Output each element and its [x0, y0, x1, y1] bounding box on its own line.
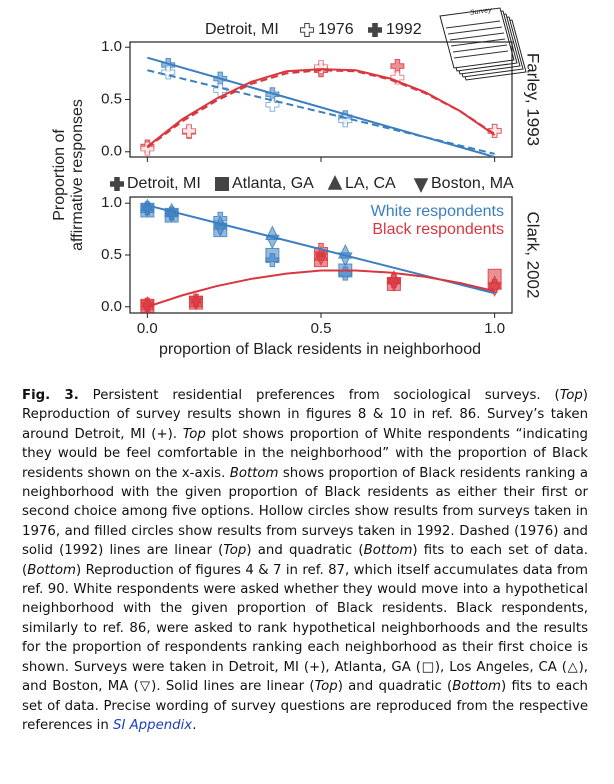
caption-text: Persistent residential preferences from …	[78, 388, 560, 403]
caption-text: ) Reproduction of figures 4 & 7 in ref. …	[22, 562, 588, 695]
marker	[188, 295, 204, 311]
fit-line	[146, 69, 496, 149]
legend-label: Atlanta, GA	[232, 175, 314, 192]
legend-marker	[110, 177, 124, 191]
caption-text: Bottom	[229, 465, 279, 481]
caption-text: Top	[182, 426, 206, 442]
marker	[182, 123, 197, 138]
x-tick-label: 0.0	[137, 320, 158, 337]
caption-text: Bottom	[452, 679, 502, 695]
legend-label: Boston, MA	[431, 175, 514, 192]
legend-marker	[215, 177, 229, 191]
legend-title: Detroit, MI	[205, 21, 279, 38]
caption-text: Bottom	[363, 543, 413, 559]
caption-text: ) fits to each set of data. (	[22, 543, 588, 578]
plot-area	[140, 198, 502, 313]
x-axis-label: proportion of Black residents in neighbo…	[159, 341, 481, 358]
legend-label: LA, CA	[345, 175, 396, 192]
marker	[265, 248, 280, 262]
source-label: Farley, 1993	[524, 53, 543, 146]
legend-marker	[368, 23, 382, 37]
marker	[314, 60, 328, 75]
caption-text: Top	[223, 543, 247, 559]
caption-text: Top	[559, 388, 583, 403]
legend-marker	[327, 175, 343, 190]
series-label: White respondents	[371, 203, 504, 220]
y-tick-label: 0.0	[101, 143, 122, 160]
caption-text: .	[192, 717, 197, 733]
legend-label: 1976	[318, 21, 354, 38]
caption-text: ) and quadratic (	[246, 543, 364, 559]
x-tick-label: 1.0	[484, 320, 505, 337]
y-tick-label: 1.0	[101, 38, 122, 55]
marker	[386, 277, 402, 292]
legend-marker	[300, 23, 314, 37]
marker	[265, 97, 280, 112]
source-label: Clark, 2002	[524, 212, 543, 299]
caption: Fig. 3. Persistent residential preferenc…	[22, 386, 588, 735]
legend-label: 1992	[386, 21, 422, 38]
y-tick-label: 0.5	[101, 246, 122, 263]
figure: Survey Proportion of affirmative respons…	[51, 7, 543, 358]
legend-label: Detroit, MI	[127, 175, 201, 192]
y-axis-label: affirmative responses	[69, 99, 86, 251]
marker	[487, 123, 502, 138]
plot-area	[140, 56, 502, 157]
icon-label: Survey	[470, 7, 493, 17]
marker	[161, 65, 176, 80]
series-label: Black respondents	[372, 221, 504, 238]
y-tick-label: 1.0	[101, 194, 122, 211]
caption-text[interactable]: SI Appendix	[113, 717, 193, 733]
caption-text: Bottom	[27, 562, 76, 578]
caption-text: shows proportion of Black residents rank…	[22, 465, 588, 559]
marker	[487, 282, 502, 298]
marker	[390, 70, 405, 85]
caption-text: ) Reproduction of survey results shown i…	[22, 388, 588, 442]
y-tick-label: 0.5	[101, 90, 122, 107]
caption-text: plot shows proportion of White responden…	[22, 426, 589, 481]
x-tick-label: 0.5	[311, 320, 332, 337]
legend-marker	[413, 178, 429, 193]
caption-text: ) and quadratic (	[337, 679, 453, 695]
caption-text: Top	[314, 679, 338, 695]
survey-icon	[439, 7, 527, 81]
y-tick-label: 0.0	[101, 298, 122, 315]
marker	[338, 113, 353, 128]
y-axis-label: Proportion of	[51, 129, 68, 221]
caption-text: Fig. 3.	[22, 388, 79, 403]
fit-line	[147, 69, 495, 155]
caption-text: ) fits to each set of data. Precise word…	[22, 679, 588, 733]
marker	[313, 251, 329, 266]
fit-line	[147, 269, 495, 308]
